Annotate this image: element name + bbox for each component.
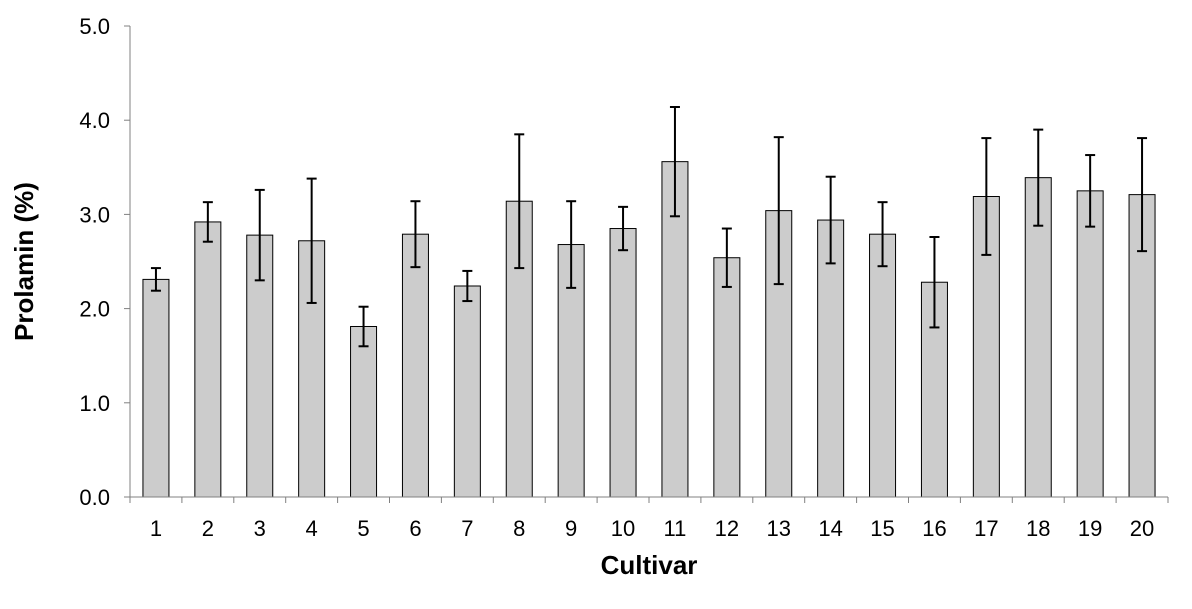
- bar-cultivar-5: [350, 325, 378, 498]
- x-tick-label: 10: [611, 516, 635, 541]
- x-tick-label: 5: [357, 516, 369, 541]
- bar-cultivar-2: [194, 221, 222, 498]
- bar-cultivar-15: [869, 233, 897, 498]
- error-bar-cultivar-18: [1033, 128, 1044, 227]
- error-bar-cultivar-9: [566, 200, 577, 289]
- x-axis-title: Cultivar: [601, 550, 698, 580]
- x-tick-label: 8: [513, 516, 525, 541]
- x-tick-label: 3: [254, 516, 266, 541]
- bars-group: [142, 161, 1156, 498]
- x-tick-label: 13: [767, 516, 791, 541]
- x-ticks-group: 1 2 3 4 5 6 7 8 9 10 11 12 13 14 15 16 17 18 19 20: [129, 497, 1169, 541]
- axes-group: [129, 26, 1168, 498]
- error-bar-cultivar-4: [306, 177, 317, 304]
- bar-cultivar-10: [609, 228, 637, 498]
- y-tick-label: 5.0: [79, 14, 110, 39]
- error-bar-cultivar-13: [773, 136, 784, 286]
- error-bar-cultivar-16: [929, 236, 940, 329]
- error-bar-cultivar-3: [254, 188, 265, 282]
- error-bar-cultivar-8: [514, 133, 525, 270]
- bar-cultivar-7: [453, 285, 481, 498]
- x-tick-label: 9: [565, 516, 577, 541]
- bar-cultivar-1: [142, 278, 170, 498]
- y-ticks-group: 0.0 1.0 2.0 3.0 4.0 5.0: [79, 14, 130, 510]
- bar-cultivar-6: [401, 233, 429, 498]
- x-tick-label: 1: [150, 516, 162, 541]
- error-bar-cultivar-15: [877, 201, 888, 268]
- x-tick-label: 11: [664, 516, 687, 541]
- x-tick-label: 4: [306, 516, 318, 541]
- y-tick-label: 0.0: [79, 485, 110, 510]
- x-tick-label: 17: [974, 516, 998, 541]
- error-bar-cultivar-17: [981, 137, 992, 256]
- x-tick-label: 19: [1078, 516, 1102, 541]
- x-tick-label: 7: [461, 516, 473, 541]
- error-bar-cultivar-7: [462, 269, 473, 303]
- error-bar-cultivar-20: [1137, 137, 1148, 253]
- x-tick-label: 16: [922, 516, 946, 541]
- x-tick-label: 15: [870, 516, 894, 541]
- y-tick-label: 3.0: [79, 202, 110, 227]
- x-tick-label: 14: [818, 516, 842, 541]
- x-tick-label: 2: [202, 516, 214, 541]
- x-tick-label: 12: [715, 516, 739, 541]
- error-bar-cultivar-14: [825, 175, 836, 265]
- error-bar-cultivar-1: [150, 267, 161, 292]
- x-tick-label: 6: [409, 516, 421, 541]
- error-bar-cultivar-19: [1085, 154, 1096, 228]
- y-axis-title: Prolamin (%): [9, 182, 39, 341]
- error-bar-cultivar-12: [721, 227, 732, 288]
- error-bars-group: [150, 106, 1148, 348]
- x-tick-label: 18: [1026, 516, 1050, 541]
- y-tick-label: 2.0: [79, 297, 110, 322]
- y-tick-label: 4.0: [79, 108, 110, 133]
- bar-cultivar-18: [1024, 177, 1052, 498]
- error-bar-cultivar-2: [202, 201, 213, 243]
- error-bar-cultivar-6: [410, 200, 421, 269]
- error-bar-cultivar-5: [358, 305, 369, 348]
- error-bar-cultivar-11: [669, 106, 680, 218]
- y-tick-label: 1.0: [79, 391, 110, 416]
- bar-cultivar-12: [713, 257, 741, 498]
- bar-cultivar-19: [1076, 190, 1104, 498]
- x-tick-label: 20: [1130, 516, 1154, 541]
- bar-cultivar-9: [557, 244, 585, 498]
- error-bar-cultivar-10: [618, 205, 629, 252]
